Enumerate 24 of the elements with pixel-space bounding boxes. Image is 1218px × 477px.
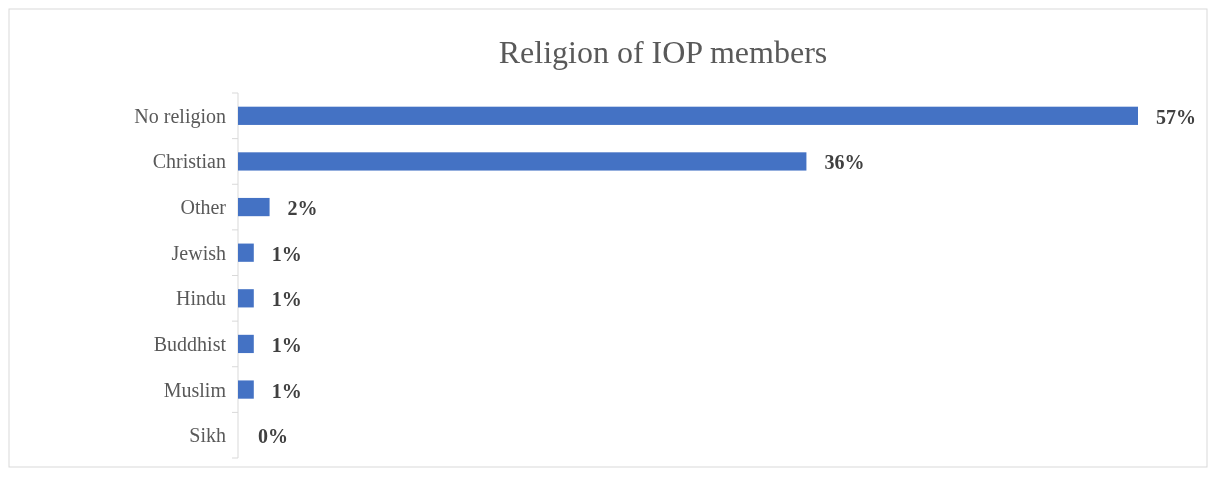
data-label: 1% xyxy=(271,288,302,311)
bar xyxy=(238,106,1138,125)
data-label: 36% xyxy=(824,151,865,174)
bar xyxy=(238,152,807,171)
y-tick-label: Other xyxy=(180,196,227,219)
y-tick-label: Buddhist xyxy=(153,332,227,355)
y-tick-label: Muslim xyxy=(163,378,227,401)
data-label: 1% xyxy=(271,242,302,265)
bar xyxy=(238,380,254,399)
bar xyxy=(238,334,254,354)
data-label: 1% xyxy=(271,379,302,402)
y-tick-label: Christian xyxy=(152,150,226,173)
y-tick-label: Sikh xyxy=(189,424,226,447)
data-label: 2% xyxy=(287,197,318,220)
bar xyxy=(238,289,254,308)
y-tick-label: No religion xyxy=(134,104,226,128)
y-tick-label: Jewish xyxy=(171,241,226,264)
data-label: 0% xyxy=(258,425,288,448)
data-label: 1% xyxy=(271,333,302,356)
y-tick-label: Hindu xyxy=(176,287,226,310)
chart-title: Religion of IOP members xyxy=(498,34,828,70)
bar xyxy=(238,197,270,217)
data-label: 57% xyxy=(1156,105,1196,128)
bar xyxy=(238,243,254,262)
